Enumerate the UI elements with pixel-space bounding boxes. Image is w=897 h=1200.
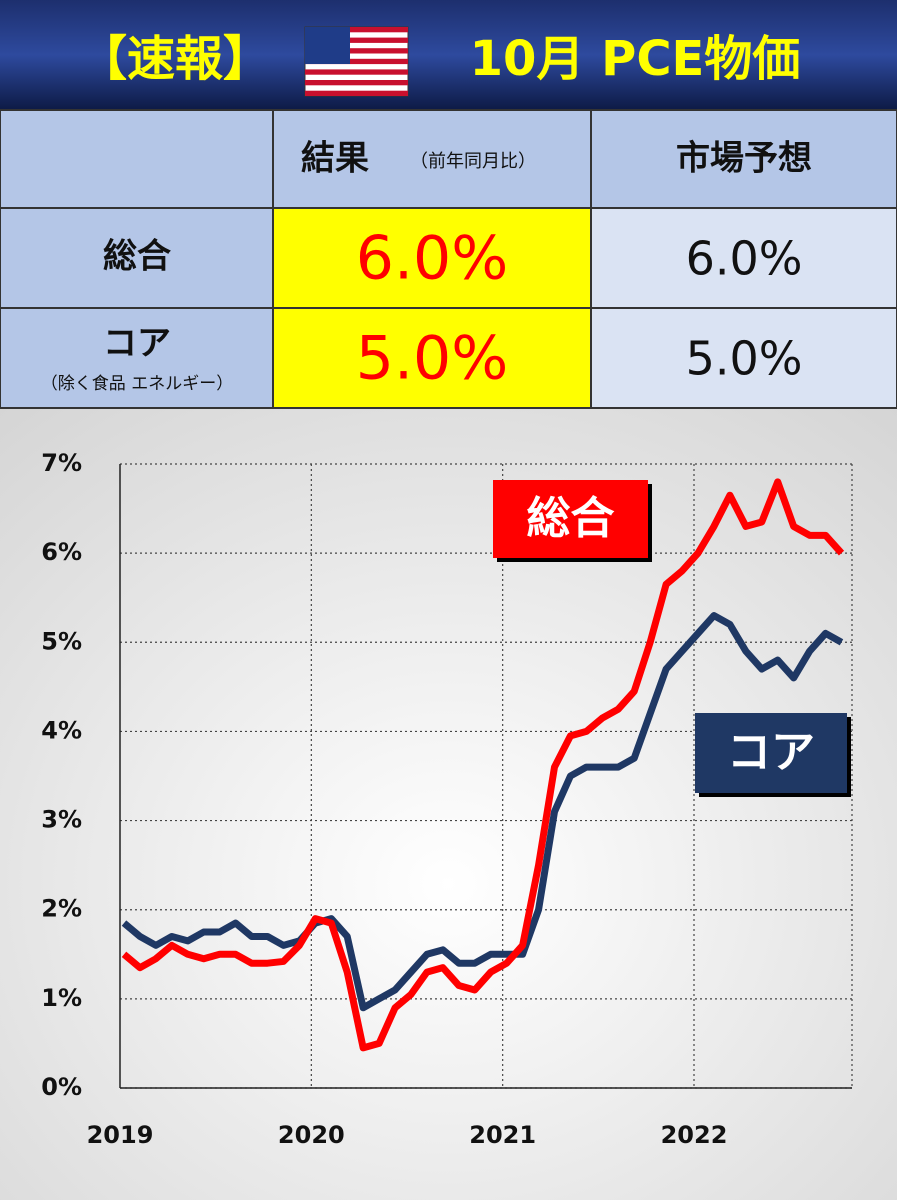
header-tag: 【速報】	[79, 31, 271, 87]
us-flag	[304, 26, 409, 97]
y-tick-label: 6%	[41, 538, 82, 566]
chart-bg	[0, 409, 897, 1200]
x-tick-label: 2019	[87, 1121, 154, 1149]
x-tick-label: 2021	[469, 1121, 536, 1149]
header-title: 10月 PCE物価	[470, 31, 801, 87]
x-tick-label: 2022	[661, 1121, 728, 1149]
data-line	[121, 478, 845, 1052]
x-tick-label: 2020	[278, 1121, 345, 1149]
row-label: コア	[103, 324, 171, 364]
y-tick-label: 5%	[41, 627, 82, 655]
legend-box	[695, 713, 847, 793]
data-line	[121, 612, 844, 1012]
column-header: 結果	[301, 139, 369, 179]
y-tick-label: 7%	[41, 449, 82, 477]
y-tick-label: 0%	[41, 1073, 82, 1101]
row-label: 総合	[103, 237, 171, 277]
column-header: 市場予想	[676, 139, 812, 179]
y-tick-label: 4%	[41, 716, 82, 744]
header-bg	[0, 0, 897, 110]
table	[0, 109, 897, 409]
y-tick-label: 3%	[41, 806, 82, 834]
forecast-value: 6.0%	[686, 232, 803, 286]
row-sublabel: （除く食品 エネルギー）	[41, 374, 233, 394]
column-subheader: （前年同月比）	[410, 151, 536, 172]
legend-box	[493, 480, 648, 558]
result-value: 6.0%	[356, 224, 508, 294]
y-tick-label: 1%	[41, 984, 82, 1012]
legend-label: 総合	[527, 493, 615, 544]
y-tick-label: 2%	[41, 895, 82, 923]
result-value: 5.0%	[356, 324, 508, 394]
legend-label: コア	[727, 727, 815, 778]
forecast-value: 5.0%	[686, 332, 803, 386]
